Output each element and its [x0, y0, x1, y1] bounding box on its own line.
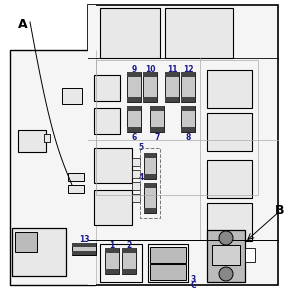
Bar	[140, 148, 160, 218]
Circle shape	[219, 267, 233, 281]
Bar	[245, 248, 255, 262]
Bar	[207, 203, 252, 241]
Bar	[68, 173, 84, 181]
Bar	[68, 185, 84, 193]
Bar	[150, 127, 164, 132]
Bar	[105, 248, 119, 274]
Text: 10: 10	[145, 64, 155, 73]
Bar	[62, 88, 82, 104]
Bar	[207, 230, 245, 282]
Bar	[127, 106, 141, 132]
Bar	[207, 160, 252, 198]
Text: 1: 1	[110, 241, 115, 249]
Bar	[165, 72, 179, 78]
Bar	[143, 97, 157, 102]
Text: 4: 4	[138, 173, 144, 182]
Bar	[88, 5, 278, 285]
Bar	[144, 153, 156, 179]
Text: 9: 9	[131, 64, 136, 73]
Bar	[132, 158, 140, 166]
Bar	[127, 72, 141, 78]
Bar	[127, 72, 141, 102]
Text: 2: 2	[126, 241, 132, 249]
Text: 5: 5	[138, 143, 144, 152]
Text: 13: 13	[79, 236, 89, 244]
Bar	[207, 70, 252, 108]
Bar	[94, 190, 132, 225]
Text: A: A	[18, 18, 28, 31]
Text: 8: 8	[185, 132, 191, 141]
Bar	[122, 269, 136, 274]
Bar	[15, 232, 37, 252]
Bar	[181, 97, 195, 102]
Bar	[105, 248, 119, 253]
Bar	[88, 5, 96, 285]
Bar	[144, 153, 156, 158]
Bar	[150, 106, 164, 132]
Text: 6: 6	[131, 132, 136, 141]
Bar	[127, 127, 141, 132]
Bar	[94, 108, 120, 134]
Bar	[100, 244, 142, 282]
Bar	[18, 130, 46, 152]
Bar	[207, 113, 252, 151]
Bar	[12, 228, 66, 276]
Text: 3: 3	[190, 276, 196, 285]
Bar	[132, 170, 140, 178]
Bar	[148, 244, 188, 282]
Bar	[100, 8, 160, 58]
Text: C: C	[190, 282, 196, 290]
Bar	[165, 72, 179, 102]
Bar	[72, 243, 96, 247]
Bar	[144, 183, 156, 213]
Text: 11: 11	[167, 64, 177, 73]
Bar	[122, 248, 136, 274]
Bar	[181, 127, 195, 132]
Bar	[132, 182, 140, 190]
Bar	[181, 106, 195, 132]
Bar	[132, 194, 140, 202]
Bar	[143, 72, 157, 102]
Bar	[105, 269, 119, 274]
Bar	[96, 60, 258, 195]
Bar	[72, 243, 96, 255]
Bar	[144, 208, 156, 213]
Bar	[144, 183, 156, 188]
Text: B: B	[274, 203, 284, 217]
Bar	[127, 97, 141, 102]
Circle shape	[219, 231, 233, 245]
Bar	[122, 248, 136, 253]
Text: 12: 12	[183, 64, 193, 73]
Bar	[165, 97, 179, 102]
Bar	[165, 8, 233, 58]
Bar	[72, 251, 96, 255]
Text: 7: 7	[154, 132, 160, 141]
Bar	[181, 72, 195, 78]
Bar	[181, 72, 195, 102]
Bar	[150, 247, 186, 263]
Bar	[143, 72, 157, 78]
Bar	[212, 245, 240, 265]
Bar	[94, 148, 132, 183]
Bar	[10, 50, 95, 285]
Bar	[150, 106, 164, 111]
Bar	[144, 174, 156, 179]
Bar	[150, 264, 186, 280]
Bar	[127, 106, 141, 111]
Bar	[181, 106, 195, 111]
Bar	[94, 75, 120, 101]
Bar	[44, 134, 50, 142]
